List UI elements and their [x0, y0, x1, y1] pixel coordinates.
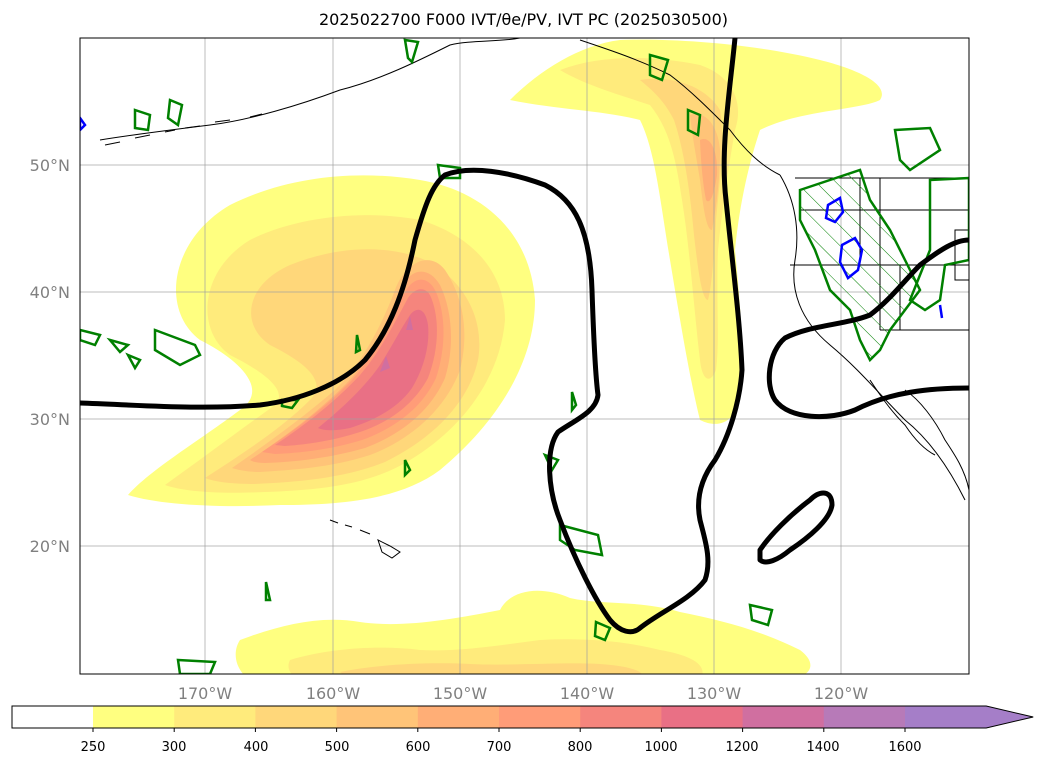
ivt-level-400-south	[340, 663, 642, 674]
lat-label-20n: 20°N	[30, 537, 70, 556]
north-america-west-coast	[779, 174, 966, 501]
latitude-labels: 50°N 40°N 30°N 20°N	[30, 156, 70, 556]
colorbar-label-1000: 1000	[644, 740, 677, 755]
lon-label-140w: 140°W	[560, 684, 615, 703]
colorbar-swatches	[11, 705, 1034, 732]
colorbar-label-1600: 1600	[888, 740, 921, 755]
alaska-coast	[99, 38, 521, 141]
colorbar-label-600: 600	[406, 740, 431, 755]
colorbar-swatch-below	[12, 706, 93, 728]
colorbar-swatch-800	[580, 706, 662, 728]
lon-label-130w: 130°W	[687, 684, 742, 703]
colorbar-swatch-600	[417, 706, 500, 728]
colorbar-extend-arrow	[986, 706, 1034, 728]
pv-contours	[80, 115, 944, 319]
colorbar-label-700: 700	[487, 740, 512, 755]
colorbar-outline	[11, 705, 1034, 729]
longitude-labels: 170°W 160°W 150°W 140°W 130°W 120°W	[178, 684, 869, 703]
hawaii-islands	[329, 519, 401, 559]
colorbar-label-300: 300	[162, 740, 187, 755]
aleutian-islands	[104, 113, 263, 146]
ivt-level-1200	[380, 316, 413, 372]
colorbar-swatch-1200	[742, 706, 825, 728]
colorbar-swatch-1400	[823, 706, 906, 728]
ivt-level-600-north	[700, 139, 718, 202]
colorbar-label-800: 800	[568, 740, 593, 755]
map-border	[79, 37, 970, 675]
mexico-coast	[904, 389, 969, 491]
ivt-level-1000	[318, 309, 429, 431]
alaska-panhandle	[579, 39, 781, 176]
lat-label-40n: 40°N	[30, 283, 70, 302]
colorbar-label-1400: 1400	[806, 740, 839, 755]
graticule	[80, 38, 969, 674]
colorbar-label-1200: 1200	[725, 740, 758, 755]
colorbar-swatch-1000	[661, 706, 744, 728]
colorbar-swatch-500	[336, 706, 419, 728]
colorbar-swatch-1600	[905, 706, 987, 728]
lon-label-120w: 120°W	[814, 684, 869, 703]
colorbar-swatch-700	[499, 706, 581, 728]
lon-label-160w: 160°W	[306, 684, 361, 703]
colorbar-label-500: 500	[325, 740, 350, 755]
ivt-pc-east	[766, 237, 969, 420]
colorbar-swatch-250	[93, 706, 175, 728]
lon-label-170w: 170°W	[178, 684, 233, 703]
colorbar-label-250: 250	[81, 740, 106, 755]
lat-label-30n: 30°N	[30, 410, 70, 429]
ivt-pc-loop	[757, 490, 835, 565]
ivt-pc-contours	[80, 38, 969, 635]
baja-california	[869, 379, 936, 456]
colorbar-labels: 250 300 400 500 600 700 800 1000 1200 14…	[81, 740, 922, 755]
ivt-pc-main	[80, 38, 745, 635]
ivt-level-800	[275, 289, 437, 446]
lat-label-50n: 50°N	[30, 156, 70, 175]
chart-title: 2025022700 F000 IVT/θe/PV, IVT PC (20250…	[318, 10, 729, 29]
colorbar: 250 300 400 500 600 700 800 1000 1200 14…	[11, 705, 1034, 755]
colorbar-swatch-300	[174, 706, 256, 728]
colorbar-swatch-400	[255, 706, 338, 728]
lon-label-150w: 150°W	[433, 684, 488, 703]
colorbar-label-400: 400	[244, 740, 269, 755]
